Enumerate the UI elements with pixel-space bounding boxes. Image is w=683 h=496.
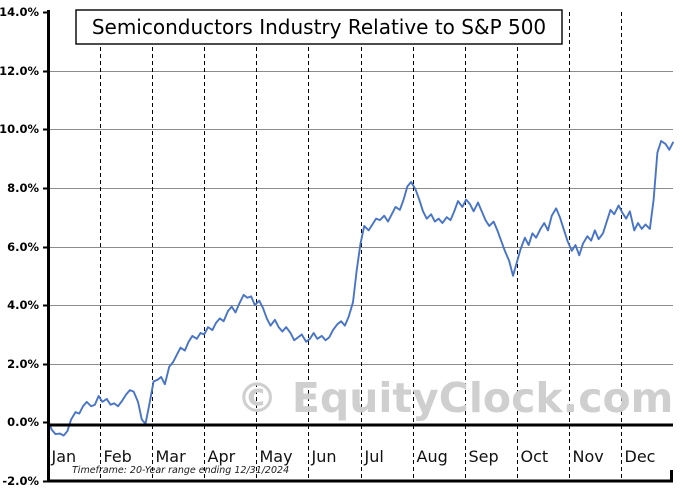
x-axis-label-sep: Sep bbox=[469, 447, 499, 466]
x-axis-label-nov: Nov bbox=[573, 447, 604, 466]
x-axis-label-jun: Jun bbox=[311, 447, 337, 466]
series-line-semiconductors bbox=[47, 140, 674, 437]
y-axis-tick-label: 6.0% bbox=[7, 240, 39, 254]
x-axis-label-apr: Apr bbox=[208, 447, 236, 466]
y-axis-tick-label: -2.0% bbox=[2, 474, 39, 488]
x-axis-labels: Jan Feb Mar Apr May Jun Jul Aug Sep Oct Nov Dec bbox=[51, 447, 656, 466]
x-axis-label-feb: Feb bbox=[104, 447, 132, 466]
y-axis-tick-label: 14.0% bbox=[0, 5, 39, 19]
x-axis-label-oct: Oct bbox=[521, 447, 549, 466]
watermark: © EquityClock.com bbox=[237, 374, 674, 422]
x-axis-label-may: May bbox=[260, 447, 293, 466]
chart-title: Semiconductors Industry Relative to S&P … bbox=[75, 9, 563, 45]
data-series bbox=[47, 140, 674, 437]
footnote-label: Timeframe: 20-Year range ending 12/31/20… bbox=[72, 465, 289, 476]
axis-lines bbox=[47, 10, 673, 483]
y-axis-tick-label: 8.0% bbox=[7, 181, 39, 195]
x-axis-label-jan: Jan bbox=[51, 447, 77, 466]
x-axis-label-mar: Mar bbox=[156, 447, 187, 466]
x-axis-label-jul: Jul bbox=[364, 447, 384, 466]
chart-title-label: Semiconductors Industry Relative to S&P … bbox=[92, 15, 546, 39]
y-axis-tick-label: 4.0% bbox=[7, 298, 39, 312]
chart-footnote: Timeframe: 20-Year range ending 12/31/20… bbox=[72, 465, 289, 476]
y-axis-ticks: 14.0% 12.0% 10.0% 8.0% 6.0% 4.0% 2.0% 0.0% -2.0% bbox=[0, 5, 48, 488]
title-box bbox=[75, 9, 563, 45]
y-axis-tick-label: 12.0% bbox=[0, 64, 39, 78]
x-axis-label-dec: Dec bbox=[625, 447, 656, 466]
x-axis-label-aug: Aug bbox=[417, 447, 448, 466]
y-axis-tick-label: 10.0% bbox=[0, 122, 39, 136]
y-axis-tick-label: 0.0% bbox=[7, 415, 39, 429]
y-axis-tick-label: 2.0% bbox=[7, 357, 39, 371]
watermark-label: © EquityClock.com bbox=[237, 374, 674, 422]
gridlines bbox=[48, 71, 673, 365]
